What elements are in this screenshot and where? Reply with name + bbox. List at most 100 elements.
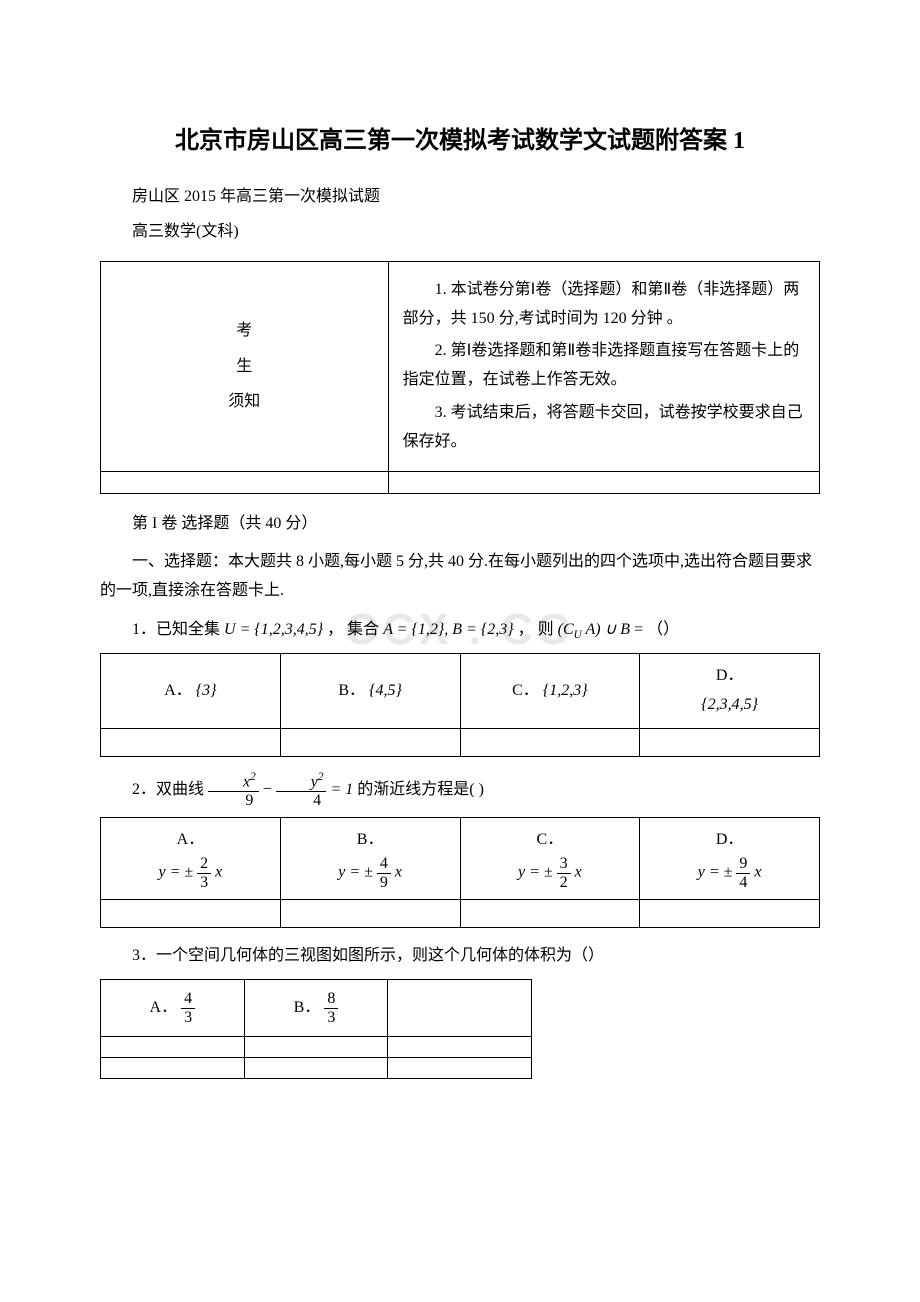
q1-expr: (CU A) ∪ B (558, 621, 630, 638)
q1-e1 (101, 728, 281, 756)
q2-c-x: x (575, 864, 582, 881)
q1-mid2: ， 则 (518, 621, 554, 638)
q3-b-num: 8 (324, 990, 338, 1009)
q2-c-den: 2 (557, 874, 571, 892)
q3-e5 (244, 1058, 388, 1079)
q2-a-y: y = ± (158, 864, 193, 881)
q3-e1 (101, 1037, 245, 1058)
q2-options: A． y = ± 2 3 x B． y = ± 4 9 x C． y = ± (100, 817, 820, 928)
info-left: 考 生 须知 (101, 261, 389, 471)
q2-c-frac: 3 2 (557, 855, 571, 891)
q2-frac2: y2 4 (276, 771, 327, 810)
q1-set-ab: A = {1,2}, B = {2,3} (383, 621, 513, 638)
q2-suffix: 的渐近线方程是( ) (357, 781, 484, 798)
document-content: 北京市房山区高三第一次模拟考试数学文试题附答案 1 房山区 2015 年高三第一… (100, 120, 820, 1079)
q2-c-num: 3 (557, 855, 571, 874)
q2-frac1-den: 9 (208, 792, 259, 810)
q2-opt-d: D． y = ± 9 4 x (640, 818, 820, 900)
q2-prefix: 2．双曲线 (132, 781, 204, 798)
q1-suffix: = （） (634, 621, 679, 638)
q3-b-frac: 8 3 (324, 990, 338, 1026)
q1-opt-a: A． {3} (101, 654, 281, 729)
q2-opt-b: B． y = ± 4 9 x (280, 818, 460, 900)
q2-frac2-num: y2 (276, 771, 327, 792)
q2-b-x: x (395, 864, 402, 881)
q1-e2 (280, 728, 460, 756)
q2-d-y: y = ± (698, 864, 733, 881)
q1-opt-c: C． {1,2,3} (460, 654, 640, 729)
q1-a-label: A． (164, 682, 192, 699)
q2-b-y: y = ± (338, 864, 373, 881)
q2-b-label: B． (357, 831, 384, 848)
q2-b-frac: 4 9 (377, 855, 391, 891)
q3-a-num: 4 (181, 990, 195, 1009)
q1-a-val: {3} (196, 682, 217, 699)
q2-opt-c: C． y = ± 3 2 x (460, 818, 640, 900)
info-right-1: 1. 本试卷分第Ⅰ卷（选择题）和第Ⅱ卷（非选择题）两部分，共 150 分,考试时… (403, 276, 805, 334)
q2-d-den: 4 (736, 874, 750, 892)
q2-e3 (460, 900, 640, 928)
q3-a-label: A． (150, 999, 178, 1016)
q2-e1 (101, 900, 281, 928)
q1-opt-b: B． {4,5} (280, 654, 460, 729)
q1-mid1: ， 集合 (327, 621, 379, 638)
q1-d-label: D． (716, 667, 744, 684)
q1-options: A． {3} B． {4,5} C． {1,2,3} D． {2,3,4,5} (100, 653, 820, 757)
q3-options: A． 4 3 B． 8 3 (100, 979, 532, 1079)
exam-info-table: 考 生 须知 1. 本试卷分第Ⅰ卷（选择题）和第Ⅱ卷（非选择题）两部分，共 15… (100, 261, 820, 494)
q2-e4 (640, 900, 820, 928)
info-right-2: 2. 第Ⅰ卷选择题和第Ⅱ卷非选择题直接写在答题卡上的指定位置，在试卷上作答无效。 (403, 337, 805, 395)
q2-a-frac: 2 3 (197, 855, 211, 891)
q3-a-den: 3 (181, 1009, 195, 1027)
info-left-line2: 生 (115, 349, 374, 384)
q1-d-val: {2,3,4,5} (701, 696, 758, 713)
question-1: 1．已知全集 U = {1,2,3,4,5} ， 集合 A = {1,2}, B… (100, 616, 820, 645)
q3-a-frac: 4 3 (181, 990, 195, 1026)
q1-prefix: 1．已知全集 (132, 621, 220, 638)
q3-e3 (388, 1037, 532, 1058)
q1-e3 (460, 728, 640, 756)
info-left-line3: 须知 (115, 384, 374, 419)
q2-e2 (280, 900, 460, 928)
q2-d-label: D． (716, 831, 744, 848)
q2-a-x: x (215, 864, 222, 881)
q1-b-val: {4,5} (369, 682, 402, 699)
subtitle-1: 房山区 2015 年高三第一次模拟试题 (100, 183, 820, 212)
q3-e2 (244, 1037, 388, 1058)
info-empty-1 (101, 471, 389, 493)
q1-set-u: U = {1,2,3,4,5} (224, 621, 323, 638)
q2-eq: = 1 (330, 781, 353, 798)
info-left-line1: 考 (115, 313, 374, 348)
q3-e4 (101, 1058, 245, 1079)
q2-minus: − (263, 781, 272, 798)
q2-d-x: x (754, 864, 761, 881)
q2-c-y: y = ± (518, 864, 553, 881)
page-title: 北京市房山区高三第一次模拟考试数学文试题附答案 1 (100, 120, 820, 163)
q2-c-label: C． (537, 831, 564, 848)
q3-b-den: 3 (324, 1009, 338, 1027)
q3-opt-c (388, 980, 532, 1037)
q1-c-label: C． (512, 682, 539, 699)
question-3: 3．一个空间几何体的三视图如图所示，则这个几何体的体积为（） (100, 942, 820, 971)
q2-a-label: A． (177, 831, 205, 848)
section-1-label: 第 I 卷 选择题（共 40 分） (100, 510, 820, 539)
subtitle-2: 高三数学(文科) (100, 218, 820, 247)
q2-a-den: 3 (197, 874, 211, 892)
q1-b-label: B． (338, 682, 365, 699)
q1-e4 (640, 728, 820, 756)
q2-frac1: x2 9 (208, 771, 259, 810)
q3-b-label: B． (294, 999, 321, 1016)
info-right-3: 3. 考试结束后，将答题卡交回，试卷按学校要求自己保存好。 (403, 399, 805, 457)
q2-d-frac: 9 4 (736, 855, 750, 891)
q2-b-num: 4 (377, 855, 391, 874)
info-right: 1. 本试卷分第Ⅰ卷（选择题）和第Ⅱ卷（非选择题）两部分，共 150 分,考试时… (388, 261, 819, 471)
q3-opt-a: A． 4 3 (101, 980, 245, 1037)
section-1-intro: 一、选择题：本大题共 8 小题,每小题 5 分,共 40 分.在每小题列出的四个… (100, 548, 820, 606)
q3-opt-b: B． 8 3 (244, 980, 388, 1037)
q3-e6 (388, 1058, 532, 1079)
q2-frac1-num: x2 (208, 771, 259, 792)
q1-c-val: {1,2,3} (543, 682, 588, 699)
q2-b-den: 9 (377, 874, 391, 892)
q2-d-num: 9 (736, 855, 750, 874)
q2-a-num: 2 (197, 855, 211, 874)
